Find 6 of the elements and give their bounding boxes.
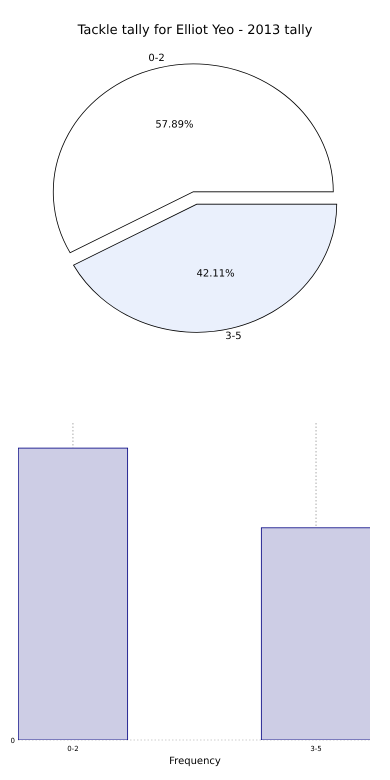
- slice-label: 3-5: [225, 330, 242, 342]
- slice-label: 0-2: [148, 53, 165, 64]
- chart-title: Tackle tally for Elliot Yeo - 2013 tally: [76, 23, 313, 38]
- data-label: 42.11%: [196, 268, 235, 280]
- data-label: 57.89%: [155, 120, 194, 131]
- x-axis-title: Frequency: [169, 756, 221, 767]
